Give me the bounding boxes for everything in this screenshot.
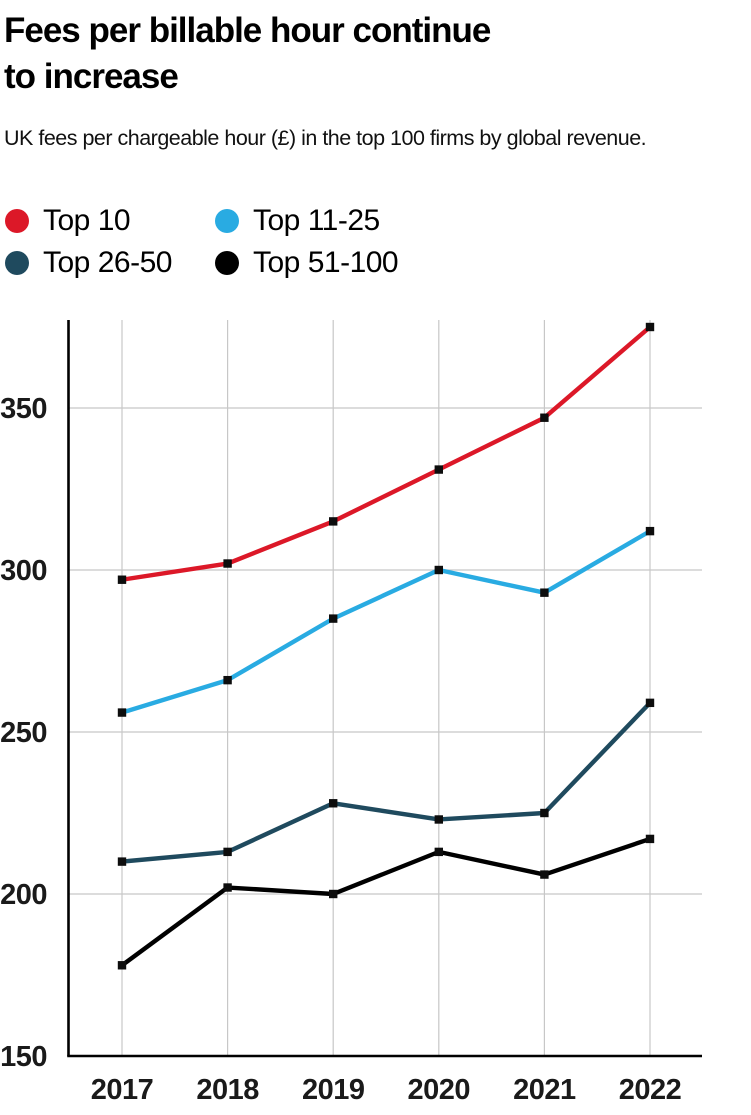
page-title-line2: to increase (4, 57, 179, 96)
legend-dot-top-11-25-icon (215, 209, 239, 233)
svg-text:150: 150 (0, 1041, 47, 1073)
svg-text:300: 300 (0, 555, 47, 587)
svg-text:2022: 2022 (619, 1074, 682, 1106)
legend: Top 10 Top 11-25 Top 26-50 Top 51-100 (5, 204, 399, 279)
page-subtitle: UK fees per chargeable hour (£) in the t… (4, 126, 647, 150)
svg-text:2017: 2017 (91, 1074, 154, 1106)
svg-text:2018: 2018 (196, 1074, 259, 1106)
legend-item-top-11-25: Top 11-25 (215, 204, 398, 237)
legend-label-top-26-50: Top 26-50 (43, 246, 172, 279)
svg-text:250: 250 (0, 717, 47, 749)
legend-label-top-11-25: Top 11-25 (253, 204, 380, 237)
legend-item-top-26-50: Top 26-50 (5, 246, 215, 279)
legend-dot-top-51-100-icon (215, 251, 239, 275)
legend-item-top-51-100: Top 51-100 (215, 246, 399, 279)
svg-text:2019: 2019 (302, 1074, 365, 1106)
legend-dot-top-10-icon (5, 209, 29, 233)
svg-text:2021: 2021 (513, 1074, 576, 1106)
page-title: Fees per billable hour continue to incre… (4, 8, 644, 100)
legend-dot-top-26-50-icon (5, 251, 29, 275)
svg-text:200: 200 (0, 879, 47, 911)
legend-label-top-10: Top 10 (43, 204, 131, 237)
svg-text:2020: 2020 (408, 1074, 471, 1106)
page-title-line1: Fees per billable hour continue (4, 11, 491, 50)
legend-item-top-10: Top 10 (5, 204, 215, 237)
svg-text:350: 350 (0, 393, 47, 425)
legend-label-top-51-100: Top 51-100 (253, 246, 399, 279)
